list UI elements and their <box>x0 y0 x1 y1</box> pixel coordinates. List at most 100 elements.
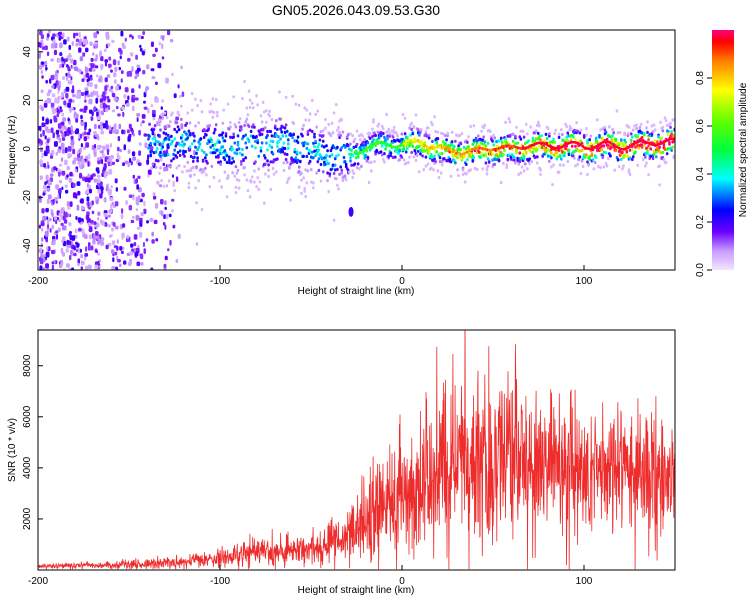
heatmap-cell <box>449 160 453 164</box>
heatmap-cell <box>233 122 237 126</box>
heatmap-cell <box>199 137 203 141</box>
heatmap-cell <box>60 214 64 220</box>
heatmap-cell <box>485 172 489 176</box>
heatmap-cell <box>426 126 430 130</box>
heatmap-cell <box>62 117 66 122</box>
heatmap-cell <box>219 162 222 166</box>
heatmap-cell <box>573 128 576 132</box>
heatmap-cell <box>538 141 541 144</box>
heatmap-cell <box>49 173 54 177</box>
heatmap-cell <box>155 146 159 151</box>
heatmap-cell <box>143 133 148 137</box>
heatmap-cell <box>94 65 99 69</box>
heatmap-cell <box>386 134 389 138</box>
heatmap-cell <box>634 150 637 154</box>
heatmap-cell <box>70 267 75 270</box>
heatmap-cell <box>67 102 71 108</box>
heatmap-cell <box>352 145 356 149</box>
heatmap-cell <box>100 63 104 70</box>
heatmap-cell <box>411 144 415 148</box>
heatmap-cell <box>449 174 453 178</box>
heatmap-cell <box>471 158 475 162</box>
heatmap-cell <box>124 37 127 42</box>
heatmap-cell <box>204 166 207 170</box>
x-tick-label: 0 <box>399 276 405 287</box>
heatmap-cell <box>94 91 99 96</box>
heatmap-cell <box>591 147 594 150</box>
heatmap-cell <box>70 76 73 81</box>
heatmap-cell <box>80 260 85 266</box>
heatmap-cell <box>52 33 56 37</box>
heatmap-cell <box>440 152 444 156</box>
heatmap-cell <box>663 147 667 151</box>
heatmap-cell <box>107 183 110 188</box>
heatmap-cell <box>120 250 124 254</box>
heatmap-cell <box>60 261 63 268</box>
heatmap-cell <box>41 227 44 232</box>
heatmap-cell <box>506 157 510 161</box>
heatmap-cell <box>159 128 162 132</box>
heatmap-cell <box>172 224 176 229</box>
heatmap-cell <box>38 64 43 70</box>
heatmap-cell <box>505 141 508 145</box>
colorbar-tick-label: 0.8 <box>695 71 706 85</box>
heatmap-cell <box>152 53 156 57</box>
heatmap-cell <box>99 103 103 109</box>
heatmap-cell <box>104 108 109 112</box>
heatmap-cell <box>560 128 563 132</box>
heatmap-cell <box>88 242 91 247</box>
heatmap-cell <box>110 69 113 73</box>
heatmap-cell <box>281 125 285 129</box>
heatmap-cell <box>45 251 50 258</box>
heatmap-cell <box>74 129 79 135</box>
heatmap-cell <box>153 124 157 128</box>
heatmap-cell <box>75 42 79 47</box>
heatmap-cell <box>46 246 49 251</box>
heatmap-cell <box>85 72 90 78</box>
heatmap-cell <box>240 162 243 166</box>
heatmap-cell <box>217 160 220 164</box>
heatmap-cell <box>493 157 496 161</box>
heatmap-cell <box>534 137 538 141</box>
heatmap-cell <box>49 78 52 84</box>
heatmap-cell <box>596 140 599 144</box>
heatmap-cell <box>80 114 83 120</box>
heatmap-cell <box>48 98 52 104</box>
heatmap-cell <box>73 157 77 162</box>
heatmap-cell <box>70 249 73 255</box>
heatmap-cell <box>192 131 195 135</box>
heatmap-cell <box>587 163 590 167</box>
heatmap-cell <box>135 208 138 212</box>
heatmap-cell <box>304 168 307 172</box>
heatmap-cell <box>76 157 80 162</box>
heatmap-cell <box>349 142 352 146</box>
heatmap-cell <box>46 187 51 191</box>
heatmap-cell <box>584 155 587 159</box>
heatmap-cell <box>171 139 174 143</box>
heatmap-cell <box>161 153 164 157</box>
heatmap-cell <box>94 196 99 200</box>
heatmap-cell <box>97 211 101 216</box>
heatmap-cell <box>138 129 141 136</box>
heatmap-cell <box>80 121 84 127</box>
heatmap-cell <box>403 132 407 136</box>
heatmap-cell <box>71 41 74 46</box>
heatmap-cell <box>148 134 151 138</box>
heatmap-cell <box>85 47 89 53</box>
heatmap-cell <box>96 145 101 150</box>
heatmap-cell <box>163 111 167 115</box>
heatmap-cell <box>114 251 118 256</box>
heatmap-cell <box>154 150 158 154</box>
heatmap-cell <box>643 131 646 135</box>
heatmap-cell <box>315 152 318 156</box>
heatmap-cell <box>97 217 100 221</box>
heatmap-cell <box>90 245 94 251</box>
heatmap-cell <box>114 201 119 207</box>
heatmap-cell <box>46 51 50 57</box>
heatmap-cell <box>57 148 60 152</box>
heatmap-cell <box>414 158 418 163</box>
heatmap-cell <box>663 116 667 120</box>
heatmap-cell <box>196 159 199 163</box>
heatmap-cell <box>649 147 653 151</box>
heatmap-cell <box>61 92 64 98</box>
